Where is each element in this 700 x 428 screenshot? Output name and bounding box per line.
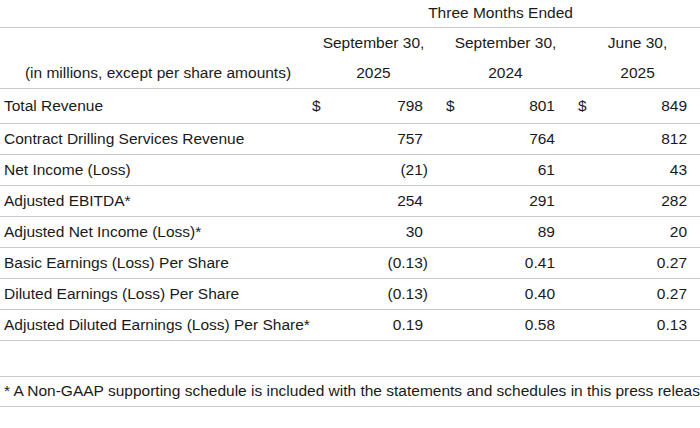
value-cell: 282 <box>586 185 689 216</box>
currency-symbol: $ <box>557 88 586 123</box>
value-cell: 0.13 <box>586 309 689 340</box>
currency-spacer <box>557 185 586 216</box>
value-cell: 254 <box>322 185 425 216</box>
value-cell: 0.27 <box>586 278 689 309</box>
value-cell: 801 <box>454 88 557 123</box>
value-cell: 764 <box>454 123 557 154</box>
column-dates-row: September 30, September 30, June 30, <box>0 27 700 58</box>
table-title: Three Months Ended <box>312 0 689 27</box>
metric-label: Adjusted Net Income (Loss)* <box>0 216 312 247</box>
currency-symbol: $ <box>425 88 454 123</box>
value-cell: 757 <box>322 123 425 154</box>
metric-label: Adjusted Diluted Earnings (Loss) Per Sha… <box>0 309 312 340</box>
column-year: 2024 <box>454 58 557 88</box>
table-row: Adjusted Diluted Earnings (Loss) Per Sha… <box>0 309 700 340</box>
currency-spacer <box>312 216 322 247</box>
table-row: Total Revenue $ 798 $ 801 $ 849 <box>0 88 700 123</box>
metric-label: Total Revenue <box>0 88 312 123</box>
row-right-spacer <box>689 185 700 216</box>
value-cell: 291 <box>454 185 557 216</box>
value-cell: 798 <box>322 88 425 123</box>
currency-spacer <box>425 309 454 340</box>
footnote: * A Non-GAAP supporting schedule is incl… <box>0 376 700 406</box>
value-cell: 0.58 <box>454 309 557 340</box>
currency-spacer <box>425 123 454 154</box>
currency-spacer <box>557 309 586 340</box>
value-cell: 0.41 <box>454 247 557 278</box>
value-cell: 0.27 <box>586 247 689 278</box>
row-right-spacer <box>689 278 700 309</box>
table-row: Basic Earnings (Loss) Per Share (0.13) 0… <box>0 247 700 278</box>
date-row-spacer <box>0 27 312 58</box>
currency-spacer <box>557 216 586 247</box>
metric-label: Basic Earnings (Loss) Per Share <box>0 247 312 278</box>
row-right-spacer <box>689 247 700 278</box>
date-gap <box>312 27 322 58</box>
units-note: (in millions, except per share amounts) <box>0 58 312 88</box>
value-cell: 61 <box>454 154 557 185</box>
currency-symbol: $ <box>312 88 322 123</box>
currency-spacer <box>557 278 586 309</box>
currency-spacer <box>312 154 322 185</box>
table-title-row: Three Months Ended <box>0 0 700 27</box>
value-cell: (0.13) <box>322 278 425 309</box>
currency-spacer <box>312 247 322 278</box>
currency-spacer <box>425 154 454 185</box>
currency-spacer <box>557 154 586 185</box>
date-row-right-spacer <box>689 27 700 58</box>
table-row: Adjusted Net Income (Loss)* 30 89 20 <box>0 216 700 247</box>
row-right-spacer <box>689 154 700 185</box>
table-row: Adjusted EBITDA* 254 291 282 <box>0 185 700 216</box>
currency-spacer <box>425 185 454 216</box>
year-gap <box>425 58 454 88</box>
currency-spacer <box>312 309 322 340</box>
column-years-row: (in millions, except per share amounts) … <box>0 58 700 88</box>
year-gap <box>312 58 322 88</box>
column-date: September 30, <box>454 27 557 58</box>
value-cell: 0.19 <box>322 309 425 340</box>
value-cell: (21) <box>322 154 425 185</box>
currency-spacer <box>557 123 586 154</box>
date-gap <box>557 27 586 58</box>
metric-label: Contract Drilling Services Revenue <box>0 123 312 154</box>
metric-label: Diluted Earnings (Loss) Per Share <box>0 278 312 309</box>
value-cell: 30 <box>322 216 425 247</box>
title-row-right-spacer <box>689 0 700 27</box>
spacer-row <box>0 340 700 376</box>
currency-spacer <box>312 123 322 154</box>
table-row: Contract Drilling Services Revenue 757 7… <box>0 123 700 154</box>
year-row-right-spacer <box>689 58 700 88</box>
metric-label: Net Income (Loss) <box>0 154 312 185</box>
currency-spacer <box>425 247 454 278</box>
value-cell: 43 <box>586 154 689 185</box>
currency-spacer <box>312 278 322 309</box>
row-right-spacer <box>689 309 700 340</box>
footnote-row: * A Non-GAAP supporting schedule is incl… <box>0 376 700 406</box>
value-cell: 89 <box>454 216 557 247</box>
spacer-cell <box>0 340 700 376</box>
date-gap <box>425 27 454 58</box>
currency-spacer <box>425 216 454 247</box>
column-date: September 30, <box>322 27 425 58</box>
currency-spacer <box>312 185 322 216</box>
metric-label: Adjusted EBITDA* <box>0 185 312 216</box>
row-right-spacer <box>689 216 700 247</box>
table-row: Net Income (Loss) (21) 61 43 <box>0 154 700 185</box>
value-cell: 812 <box>586 123 689 154</box>
currency-spacer <box>557 247 586 278</box>
value-cell: (0.13) <box>322 247 425 278</box>
year-gap <box>557 58 586 88</box>
currency-spacer <box>425 278 454 309</box>
value-cell: 20 <box>586 216 689 247</box>
row-right-spacer <box>689 88 700 123</box>
financial-summary-table: Three Months Ended September 30, Septemb… <box>0 0 700 407</box>
table-row: Diluted Earnings (Loss) Per Share (0.13)… <box>0 278 700 309</box>
title-row-spacer <box>0 0 312 27</box>
value-cell: 0.40 <box>454 278 557 309</box>
column-date: June 30, <box>586 27 689 58</box>
row-right-spacer <box>689 123 700 154</box>
column-year: 2025 <box>322 58 425 88</box>
value-cell: 849 <box>586 88 689 123</box>
column-year: 2025 <box>586 58 689 88</box>
